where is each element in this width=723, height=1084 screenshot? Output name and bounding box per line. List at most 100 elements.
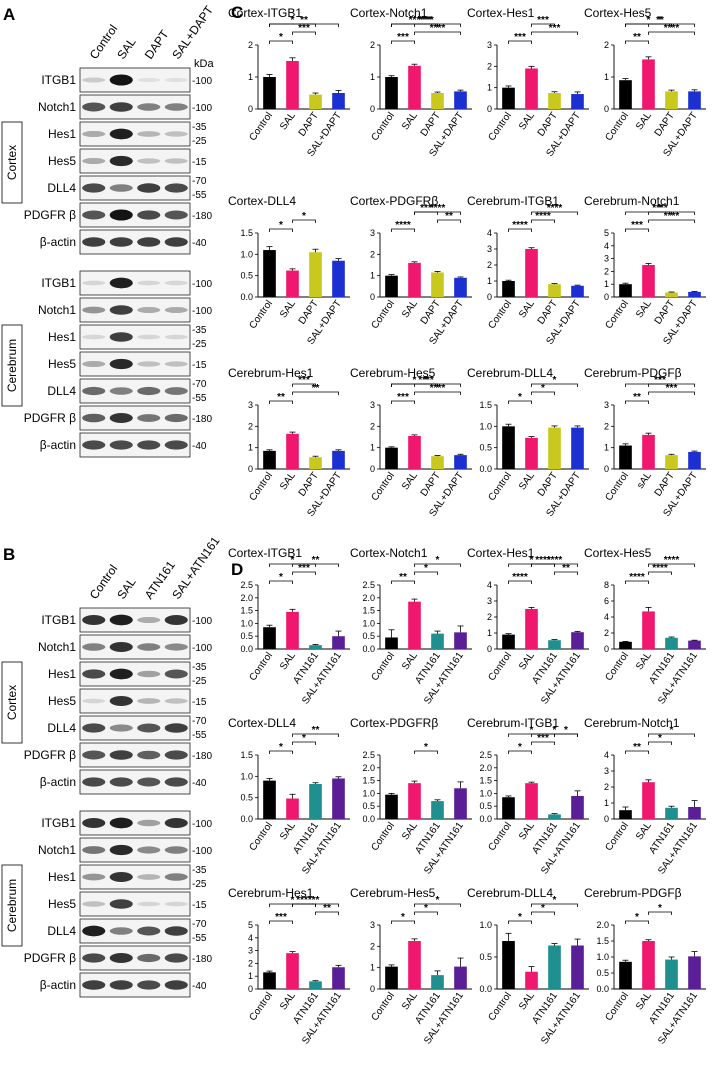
x-tick-label: Control bbox=[369, 990, 397, 1023]
blot-band bbox=[164, 387, 188, 395]
bar bbox=[688, 291, 701, 297]
significance-bracket: ** bbox=[315, 903, 339, 915]
significance-label: * bbox=[279, 220, 283, 231]
x-tick-label: Control bbox=[603, 650, 631, 683]
bracket-line bbox=[531, 741, 555, 745]
blot-band bbox=[109, 387, 133, 395]
x-tick-label: Control bbox=[369, 650, 397, 683]
blot-band bbox=[82, 777, 106, 787]
y-tick-label: 0.5 bbox=[240, 631, 253, 641]
y-tick-label: 2 bbox=[604, 628, 609, 638]
bar bbox=[286, 433, 299, 469]
blot-band bbox=[164, 280, 188, 286]
significance-label: *** bbox=[654, 375, 666, 386]
bracket-line bbox=[292, 563, 339, 567]
significance-label: * bbox=[635, 912, 639, 923]
marker-label: -15 bbox=[192, 900, 207, 911]
marker-label: -55 bbox=[192, 933, 207, 944]
x-tick-label: SAL bbox=[634, 110, 654, 132]
y-tick-label: 2.0 bbox=[362, 593, 375, 603]
significance-bracket: *** bbox=[508, 32, 532, 44]
y-tick-label: 1.5 bbox=[240, 606, 253, 616]
bracket-line bbox=[508, 228, 532, 232]
chart-title: Cerebrum-Notch1 bbox=[584, 194, 680, 208]
blot-band bbox=[164, 777, 188, 787]
blot-band bbox=[109, 184, 133, 192]
blot-band bbox=[82, 846, 106, 854]
blot-band bbox=[137, 901, 161, 907]
blot-band bbox=[137, 819, 161, 827]
y-tick-label: 1.5 bbox=[362, 606, 375, 616]
significance-bracket: **** bbox=[648, 555, 695, 567]
marker-label: -100 bbox=[192, 306, 212, 317]
blot-band bbox=[164, 750, 188, 760]
protein-label: Hes5 bbox=[48, 357, 76, 371]
y-tick-label: 4 bbox=[604, 750, 609, 760]
significance-bracket: **** bbox=[414, 23, 461, 35]
significance-label: *** bbox=[537, 733, 549, 744]
bracket-line bbox=[531, 31, 578, 35]
bracket-line bbox=[531, 219, 555, 223]
y-tick-label: 3 bbox=[487, 244, 492, 254]
significance-label: *** bbox=[298, 563, 310, 574]
blot-band bbox=[82, 306, 106, 314]
significance-label: **** bbox=[629, 572, 645, 583]
significance-bracket: * bbox=[648, 725, 695, 737]
bar bbox=[619, 445, 632, 469]
marker-label: -25 bbox=[192, 136, 207, 147]
significance-label: **** bbox=[418, 375, 434, 386]
bracket-line bbox=[391, 580, 415, 584]
x-tick-label: SAL bbox=[400, 990, 420, 1012]
blot-row: PDGFR β -180 bbox=[24, 405, 212, 431]
blot-band bbox=[137, 846, 161, 854]
bracket-line bbox=[292, 571, 316, 575]
marker-label: -35 bbox=[192, 325, 207, 336]
bracket-line bbox=[391, 383, 461, 387]
bracket-line bbox=[414, 31, 461, 35]
bar bbox=[688, 451, 701, 469]
chart-title: Cortex-Hes5 bbox=[584, 6, 652, 20]
significance-label: * bbox=[658, 733, 662, 744]
chart-title: Cortex-DLL4 bbox=[228, 194, 296, 208]
blot-row: β-actin -40 bbox=[40, 769, 207, 795]
y-tick-label: 1.0 bbox=[479, 421, 492, 431]
blot-band bbox=[164, 615, 188, 625]
significance-bracket: * bbox=[414, 742, 438, 754]
blot-band bbox=[164, 210, 188, 220]
x-tick-label: SAL bbox=[634, 990, 654, 1012]
chart-title: Cerebrum-Hes1 bbox=[228, 366, 314, 380]
y-tick-label: 1.0 bbox=[240, 249, 253, 259]
bar bbox=[408, 262, 421, 297]
bar bbox=[525, 971, 538, 989]
bar bbox=[332, 636, 345, 649]
blot-band bbox=[82, 901, 106, 907]
bar bbox=[548, 945, 561, 989]
significance-label: **** bbox=[547, 203, 563, 214]
bar bbox=[525, 68, 538, 109]
significance-bracket: * bbox=[269, 32, 293, 44]
blot-band bbox=[109, 844, 133, 856]
chart-title: Cortex-PDGFRβ bbox=[350, 194, 438, 208]
bar bbox=[286, 611, 299, 649]
blot-band bbox=[82, 413, 106, 423]
bracket-line bbox=[508, 920, 532, 924]
significance-label: * bbox=[279, 742, 283, 753]
y-tick-label: 1.0 bbox=[479, 788, 492, 798]
significance-bracket: ** bbox=[292, 555, 339, 567]
y-tick-label: 0 bbox=[370, 464, 375, 474]
bar bbox=[665, 959, 678, 989]
blot-band bbox=[164, 361, 188, 367]
blot-band bbox=[137, 414, 161, 422]
y-tick-label: 2 bbox=[370, 40, 375, 50]
protein-label: Hes5 bbox=[48, 897, 76, 911]
blot-band bbox=[82, 669, 106, 679]
y-tick-label: 3 bbox=[370, 920, 375, 930]
significance-label: ** bbox=[312, 895, 320, 906]
significance-bracket: * bbox=[414, 903, 438, 915]
blot-band bbox=[82, 237, 106, 247]
blot-row: Notch1 -100 bbox=[38, 634, 212, 660]
